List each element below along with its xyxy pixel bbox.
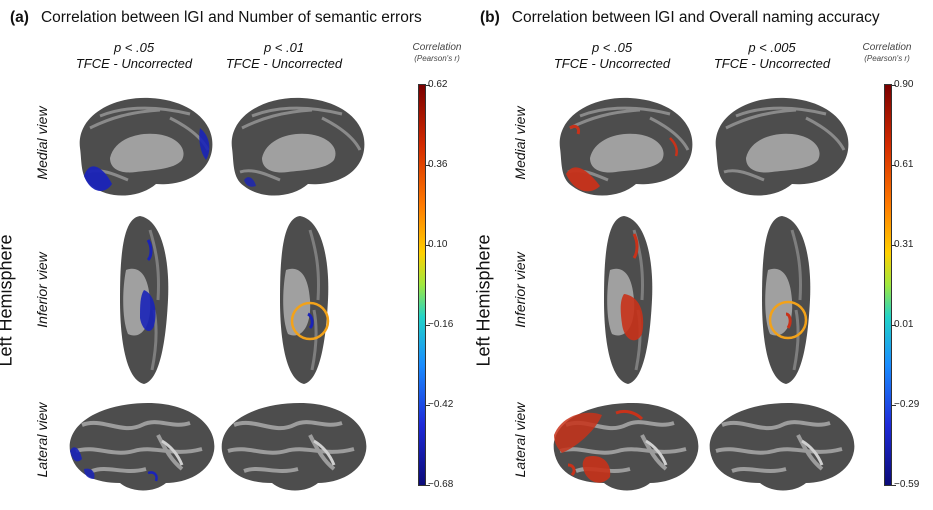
panel-a-lateral-brain-col1 [69, 403, 215, 491]
panel-a-colorbar-tick-label: −0.42 [428, 399, 454, 410]
panel-b-colorbar-subtitle: (Pearson's r) [864, 54, 910, 63]
panel-b-colorbar-tick-label: 0.31 [894, 239, 914, 250]
panel-b-lateral-brain-col1 [553, 403, 699, 491]
panel-b-highlight-circle [768, 300, 808, 340]
panel-b-colorbar-tickmark [892, 85, 896, 86]
panel-b-inferior-brain-col1 [604, 216, 653, 384]
panel-a-lateral-brain-col2 [221, 403, 367, 491]
panel-a-label: (a) [10, 9, 29, 26]
panel-b-row-label-medial: Medial view [512, 106, 528, 180]
panel-a-colorbar-title: Correlation (Pearson's r) [392, 42, 482, 64]
panel-a-medial-brain-col2 [231, 97, 365, 196]
panel-b-colorbar-title-text: Correlation [862, 42, 912, 53]
panel-a-medial-brain-col1 [79, 97, 213, 196]
panel-b-colorbar-tickmark [892, 485, 896, 486]
panel-a-inferior-brain-col2 [280, 216, 330, 384]
panel-b-title: (b) Correlation between lGI and Overall n… [480, 9, 880, 27]
panel-b-col1-p: p < .05 [591, 40, 633, 55]
panel-b-medial-brain-col2 [715, 97, 849, 196]
panel-b: (b) Correlation between lGI and Overall n… [466, 0, 933, 510]
panel-a-colorbar-tick-label: −0.16 [428, 319, 454, 330]
panel-a-row-label-inferior: Inferior view [34, 252, 50, 328]
panel-b-column-2-header: p < .005 TFCE - Uncorrected [702, 40, 842, 72]
panel-a-column-1-header: p < .05 TFCE - Uncorrected [64, 40, 204, 72]
panel-a-colorbar-tick-label: 0.10 [428, 239, 448, 250]
panel-b-lateral-brain-col2 [709, 403, 855, 491]
panel-a-title-text: Correlation between lGI and Number of se… [40, 9, 422, 26]
panel-a-highlight-circle [290, 301, 330, 341]
panel-b-col1-method: TFCE - Uncorrected [553, 56, 671, 71]
panel-b-colorbar-tickmark [892, 165, 896, 166]
panel-a-col2-method: TFCE - Uncorrected [225, 56, 343, 71]
panel-a-colorbar-title-text: Correlation [412, 42, 462, 53]
panel-a-col2-p: p < .01 [263, 40, 305, 55]
panel-a-col1-method: TFCE - Uncorrected [75, 56, 193, 71]
panel-a-colorbar-tickmark [426, 245, 430, 246]
panel-b-colorbar-title: Correlation (Pearson's r) [842, 42, 932, 64]
panel-a-colorbar [418, 84, 426, 486]
panel-a-col1-p: p < .05 [113, 40, 155, 55]
panel-a-colorbar-tick-label: 0.62 [428, 79, 448, 90]
panel-a: (a) Correlation between lGI and Number of… [0, 0, 466, 510]
panel-b-label: (b) [480, 9, 500, 26]
panel-a-title: (a) Correlation between lGI and Number of… [10, 9, 422, 27]
panel-a-colorbar-tick-label: 0.36 [428, 159, 448, 170]
panel-a-inferior-brain-col1 [120, 216, 169, 384]
panel-b-col2-p: p < .005 [748, 40, 796, 55]
panel-a-colorbar-subtitle: (Pearson's r) [414, 54, 460, 63]
panel-b-inferior-brain-col2 [762, 216, 811, 384]
panel-a-row-label-medial: Medial view [34, 106, 50, 180]
panel-a-colorbar-tick-label: −0.68 [428, 479, 454, 490]
panel-b-row-label-lateral: Lateral view [512, 402, 528, 478]
panel-a-colorbar-tickmark [426, 485, 430, 486]
panel-b-colorbar-tickmark [892, 325, 896, 326]
panel-a-colorbar-tickmark [426, 405, 430, 406]
panel-b-hemisphere-label: Left Hemisphere [473, 234, 494, 367]
panel-b-title-text: Correlation between lGI and Overall nami… [511, 9, 880, 26]
panel-b-colorbar-tick-label: −0.29 [894, 399, 920, 410]
panel-b-column-1-header: p < .05 TFCE - Uncorrected [542, 40, 682, 72]
panel-b-colorbar-tickmark [892, 405, 896, 406]
panel-b-colorbar [884, 84, 892, 486]
panel-a-row-label-lateral: Lateral view [34, 402, 50, 478]
panel-b-col2-method: TFCE - Uncorrected [713, 56, 831, 71]
panel-a-hemisphere-label: Left Hemisphere [0, 234, 16, 367]
panel-b-row-label-inferior: Inferior view [512, 252, 528, 328]
panel-b-colorbar-tick-label: 0.61 [894, 159, 914, 170]
panel-a-colorbar-tickmark [426, 165, 430, 166]
panel-b-colorbar-tick-label: −0.59 [894, 479, 920, 490]
panel-a-colorbar-tickmark [426, 85, 430, 86]
panel-b-colorbar-tickmark [892, 245, 896, 246]
panel-a-column-2-header: p < .01 TFCE - Uncorrected [214, 40, 354, 72]
panel-b-colorbar-tick-label: 0.01 [894, 319, 914, 330]
panel-b-colorbar-tick-label: 0.90 [894, 79, 914, 90]
panel-a-colorbar-tickmark [426, 325, 430, 326]
panel-b-medial-brain-col1 [559, 97, 693, 196]
